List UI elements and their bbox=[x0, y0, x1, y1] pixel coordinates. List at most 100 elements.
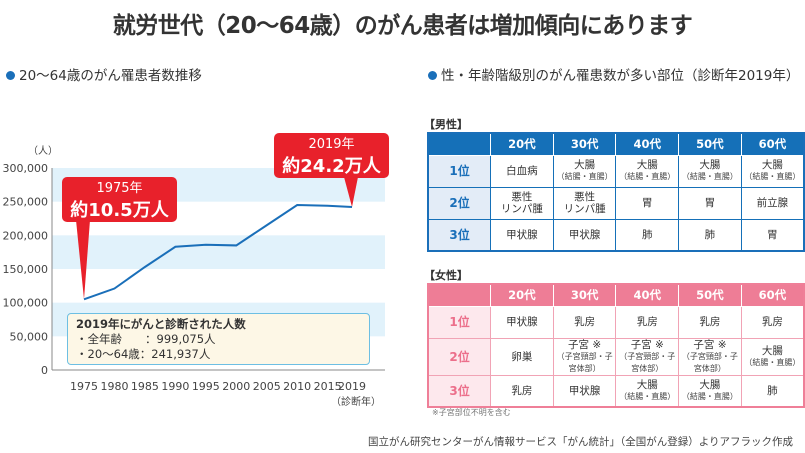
callout-1975: 1975年 約10.5万人 bbox=[62, 177, 177, 222]
table-row: 3位 乳房 甲状腺 大腸 （結腸・直腸） 大腸 （結腸・直腸）肺 bbox=[427, 374, 805, 408]
table-cell: 肺 bbox=[615, 218, 680, 252]
table-row: 3位 甲状腺 甲状腺 肺 肺 胃 bbox=[427, 218, 805, 252]
site-detail: （子宮頸部・子宮体部） bbox=[681, 351, 738, 373]
age-header: 50代 bbox=[678, 283, 742, 307]
age-header: 40代 bbox=[615, 132, 680, 156]
site-name: 甲状腺 bbox=[506, 228, 538, 241]
rank-cell: 1位 bbox=[427, 305, 492, 339]
age-header: 60代 bbox=[740, 132, 805, 156]
callout-pointer bbox=[344, 177, 358, 208]
site-detail: （子宮頸部・子宮体部） bbox=[556, 351, 613, 373]
x-tick-label: 1990 bbox=[161, 380, 189, 393]
x-tick-label: 1995 bbox=[192, 380, 220, 393]
age-header: 30代 bbox=[552, 132, 617, 156]
table-cell: 胃 bbox=[740, 218, 805, 252]
age-header: 20代 bbox=[490, 283, 554, 307]
site-detail: （子宮頸部・子宮体部） bbox=[619, 351, 676, 373]
table-cell: 大腸 （結腸・直腸） bbox=[740, 154, 805, 188]
x-tick-label: 2019 bbox=[338, 380, 366, 393]
site-name: 大腸 bbox=[574, 159, 596, 171]
callout-value: 約10.5万人 bbox=[70, 200, 169, 221]
right-heading-text: 性・年齢階級別のがん罹患数が多い部位（診断年2019年） bbox=[441, 68, 800, 84]
source-note: 国立がん研究センターがん情報サービス「がん統計」（全国がん登録）よりアフラック作… bbox=[367, 436, 793, 448]
site-name: 悪性 リンパ腫 bbox=[500, 191, 543, 215]
table-cell: 卵巣 bbox=[490, 337, 554, 376]
site-name: 卵巣 bbox=[511, 350, 533, 363]
x-tick-label: 2015 bbox=[314, 380, 342, 393]
table-cell: 子宮 ※ （子宮頸部・子宮体部） bbox=[615, 337, 680, 376]
bullet-icon bbox=[6, 71, 15, 80]
site-name: 子宮 ※ bbox=[630, 338, 664, 351]
site-detail: （結腸・直腸） bbox=[556, 172, 613, 181]
callout-year: 1975年 bbox=[96, 181, 143, 196]
site-name: 乳房 bbox=[761, 316, 783, 328]
age-header: 50代 bbox=[678, 132, 742, 156]
table-row: 2位 悪性 リンパ腫 悪性 リンパ腫胃胃前立腺 bbox=[427, 186, 805, 220]
site-name: 甲状腺 bbox=[506, 316, 538, 328]
rank-cell: 2位 bbox=[427, 186, 492, 220]
rank-cell: 3位 bbox=[427, 374, 492, 408]
site-name: 前立腺 bbox=[756, 197, 789, 209]
x-tick-label: 2005 bbox=[253, 380, 281, 393]
female-table: 20代 30代 40代 50代 60代 1位 甲状腺 乳房 乳房 乳房 乳房 2位 卵巣 子宮 ※ （子宮頸… bbox=[427, 283, 805, 408]
site-name: 悪性 リンパ腫 bbox=[563, 191, 606, 215]
site-name: 乳房 bbox=[574, 316, 596, 328]
male-label: 【男性】 bbox=[424, 118, 468, 131]
table-cell: 大腸 （結腸・直腸） bbox=[678, 374, 742, 408]
site-detail: （結腸・直腸） bbox=[681, 391, 738, 401]
site-detail: （結腸・直腸） bbox=[681, 172, 738, 181]
rank-cell: 1位 bbox=[427, 154, 492, 188]
table-cell: 大腸 （結腸・直腸） bbox=[615, 374, 680, 408]
x-tick-label: 1975 bbox=[70, 380, 98, 393]
age-header: 60代 bbox=[740, 283, 805, 307]
table-cell: 子宮 ※ （子宮頸部・子宮体部） bbox=[678, 337, 742, 376]
info-line: ・20〜64歳：241,937人 bbox=[76, 347, 211, 361]
y-axis-label: （人） bbox=[28, 145, 58, 157]
site-name: 乳房 bbox=[511, 384, 533, 397]
grid-band bbox=[52, 235, 385, 269]
data-line bbox=[83, 204, 353, 301]
table-cell: 大腸 （結腸・直腸） bbox=[615, 154, 680, 188]
table-cell: 大腸 （結腸・直腸） bbox=[678, 154, 742, 188]
site-name: 乳房 bbox=[699, 316, 721, 328]
bullet-icon bbox=[428, 71, 437, 80]
table-cell: 悪性 リンパ腫 bbox=[552, 186, 617, 220]
site-name: 大腸 bbox=[699, 378, 721, 391]
male-table: 20代 30代 40代 50代 60代 1位 白血病 大腸 （結腸・直腸） 大腸 （結腸・直腸） 大腸… bbox=[427, 132, 805, 252]
table-cell: 大腸 （結腸・直腸） bbox=[552, 154, 617, 188]
x-axis-label: （診断年） bbox=[331, 395, 381, 408]
table-cell: 大腸 （結腸・直腸） bbox=[740, 337, 805, 376]
site-name: 子宮 ※ bbox=[693, 338, 727, 351]
callout-pointer bbox=[76, 220, 90, 300]
site-name: 甲状腺 bbox=[568, 228, 601, 241]
right-heading: 性・年齢階級別のがん罹患数が多い部位（診断年2019年） bbox=[428, 64, 799, 84]
left-heading-text: 20〜64歳のがん罹患者数推移 bbox=[19, 68, 202, 84]
site-detail: （結腸・直腸） bbox=[619, 172, 676, 181]
site-name: 肺 bbox=[642, 228, 653, 241]
table-cell: 前立腺 bbox=[740, 186, 805, 220]
info-box: 2019年にがんと診断された人数 ・全年齢 ：999,075人 ・20〜64歳：… bbox=[67, 313, 370, 365]
table-cell: 甲状腺 bbox=[490, 218, 554, 252]
age-header: 20代 bbox=[490, 132, 554, 156]
age-header: 30代 bbox=[552, 283, 617, 307]
table-cell: 乳房 bbox=[740, 305, 805, 339]
table-cell: 甲状腺 bbox=[552, 374, 617, 408]
footnote: ※子宮部位不明を含む bbox=[432, 408, 511, 417]
site-name: 大腸 bbox=[761, 159, 783, 171]
site-name: 大腸 bbox=[636, 378, 658, 391]
header-row: 20代 30代 40代 50代 60代 bbox=[427, 283, 805, 307]
site-name: 甲状腺 bbox=[568, 384, 601, 397]
x-tick-label: 2000 bbox=[222, 380, 250, 393]
corner-cell bbox=[427, 132, 492, 156]
table-cell: 甲状腺 bbox=[490, 305, 554, 339]
left-heading: 20〜64歳のがん罹患者数推移 bbox=[6, 64, 202, 84]
site-detail: （結腸・直腸） bbox=[744, 357, 801, 367]
corner-cell bbox=[427, 283, 492, 307]
site-name: 大腸 bbox=[636, 159, 658, 171]
table-cell: 乳房 bbox=[552, 305, 617, 339]
site-detail: （結腸・直腸） bbox=[744, 172, 801, 181]
table-cell: 子宮 ※ （子宮頸部・子宮体部） bbox=[552, 337, 617, 376]
table-cell: 肺 bbox=[678, 218, 742, 252]
callout-2019: 2019年 約24.2万人 bbox=[274, 133, 389, 178]
y-tick-label: 200,000 bbox=[3, 229, 49, 242]
